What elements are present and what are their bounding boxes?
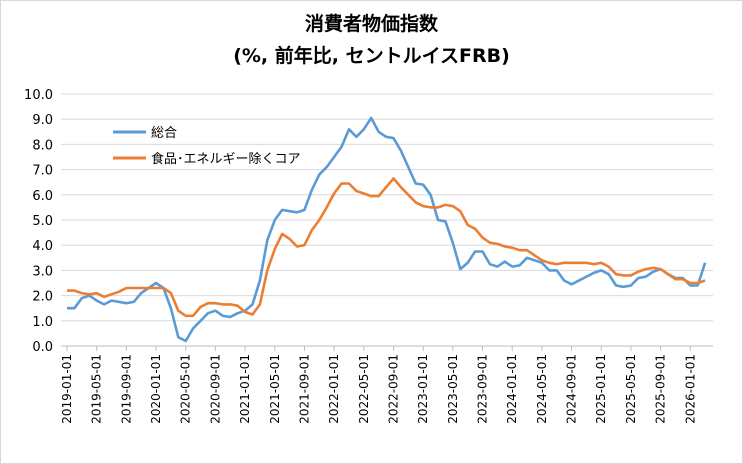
x-tick-label: 2024-05-01 xyxy=(535,354,549,424)
y-tick-label: 10.0 xyxy=(24,88,53,103)
x-tick-label: 2021-01-01 xyxy=(238,354,252,424)
x-tick-label: 2025-05-01 xyxy=(624,354,638,424)
x-tick-label: 2026-01-01 xyxy=(683,354,697,424)
y-tick-label: 6.0 xyxy=(32,189,53,204)
y-tick-label: 1.0 xyxy=(32,315,53,330)
legend-label: 総合 xyxy=(151,126,177,141)
x-tick-label: 2022-09-01 xyxy=(386,354,400,424)
x-tick-label: 2019-01-01 xyxy=(60,354,74,424)
y-tick-label: 4.0 xyxy=(32,239,53,254)
chart-title: 消費者物価指数 xyxy=(304,13,438,35)
y-tick-label: 2.0 xyxy=(32,290,53,305)
x-tick-label: 2022-01-01 xyxy=(327,354,341,424)
chart-subtitle: (%, 前年比, セントルイスFRB) xyxy=(233,45,510,67)
y-tick-label: 7.0 xyxy=(32,164,53,179)
x-tick-label: 2021-09-01 xyxy=(297,354,311,424)
series-line-headline xyxy=(67,116,707,343)
series-line-core xyxy=(67,177,706,318)
y-tick-label: 5.0 xyxy=(32,214,53,229)
x-tick-label: 2019-05-01 xyxy=(90,354,104,424)
x-tick-label: 2020-01-01 xyxy=(149,354,163,424)
x-tick-label: 2021-05-01 xyxy=(268,354,282,424)
x-tick-label: 2019-09-01 xyxy=(119,354,133,424)
x-tick-label: 2020-09-01 xyxy=(208,354,222,424)
x-tick-label: 2022-05-01 xyxy=(357,354,371,424)
x-tick-label: 2025-09-01 xyxy=(654,354,668,424)
x-tick-label: 2025-01-01 xyxy=(594,354,608,424)
x-tick-label: 2023-05-01 xyxy=(446,354,460,424)
x-tick-label: 2023-09-01 xyxy=(476,354,490,424)
legend-label: 食品･エネルギー除くコア xyxy=(151,151,301,167)
x-tick-label: 2024-09-01 xyxy=(565,354,579,424)
y-tick-label: 3.0 xyxy=(32,264,53,279)
y-tick-label: 9.0 xyxy=(32,113,53,128)
x-tick-label: 2020-05-01 xyxy=(179,354,193,424)
y-tick-label: 8.0 xyxy=(32,138,53,153)
x-tick-label: 2024-01-01 xyxy=(505,354,519,424)
x-tick-label: 2023-01-01 xyxy=(416,354,430,424)
y-tick-label: 0.0 xyxy=(32,340,53,355)
